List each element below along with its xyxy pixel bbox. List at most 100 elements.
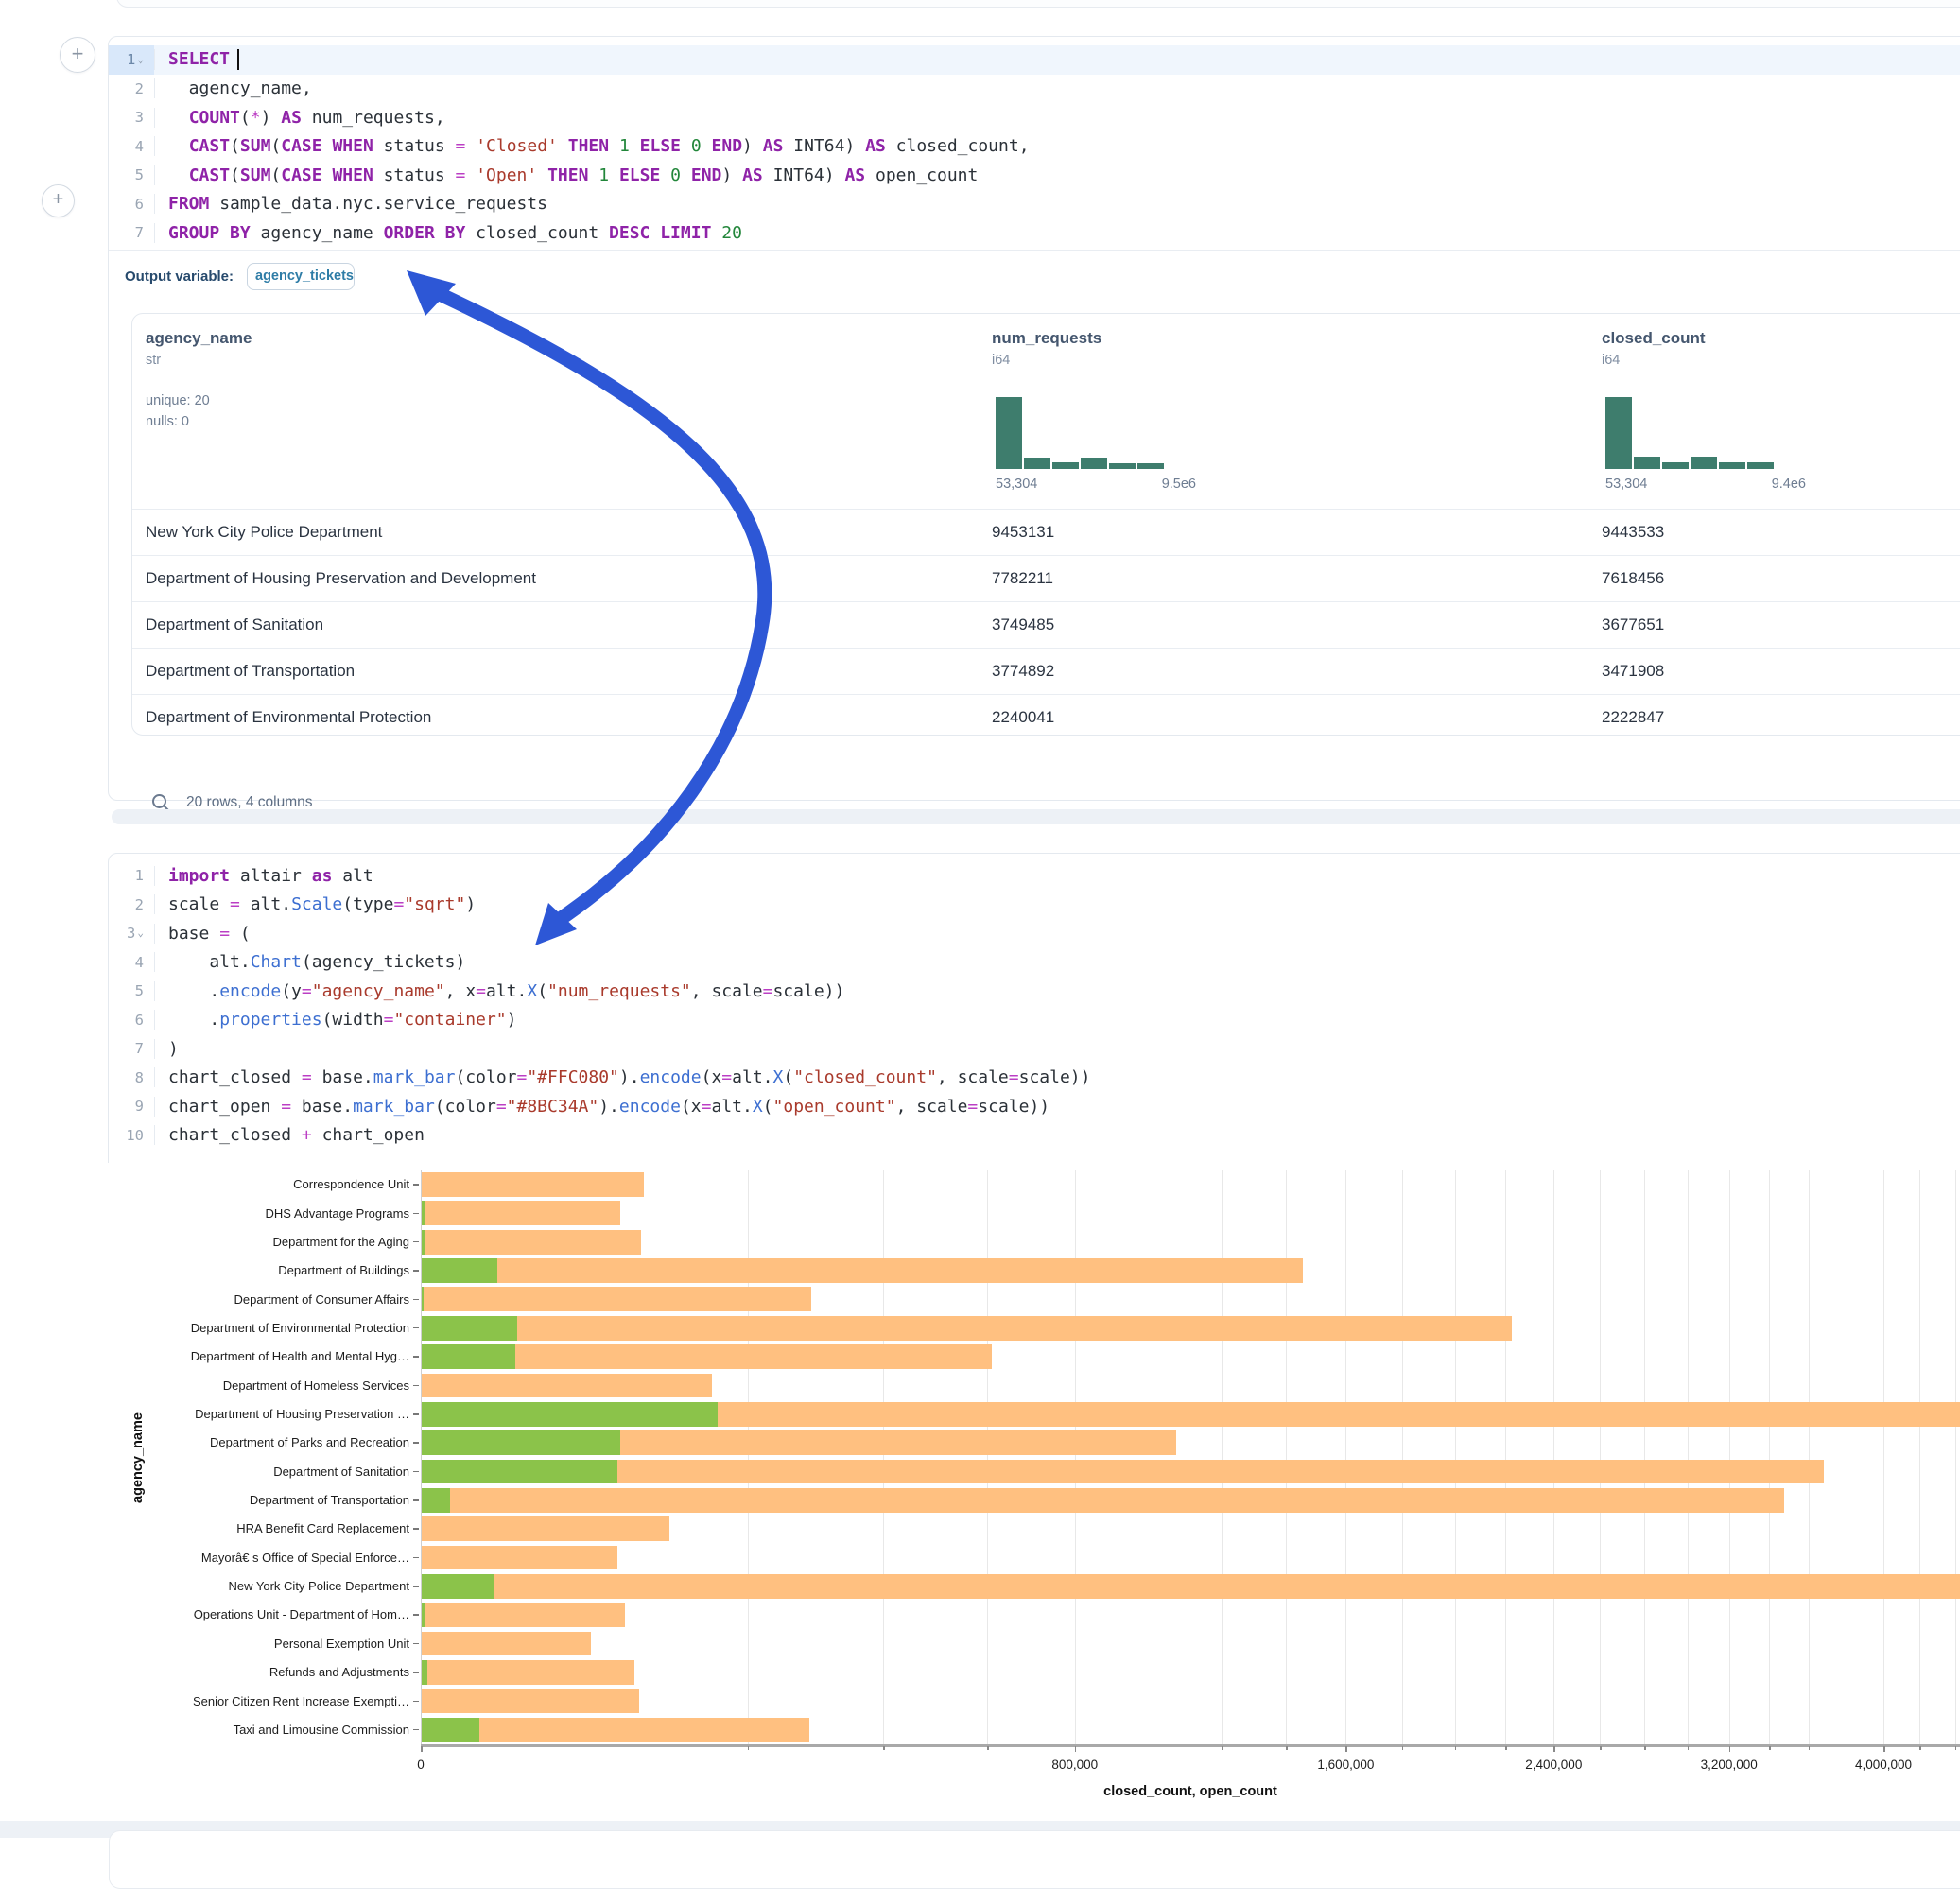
y-axis-label: Department of Homeless Services xyxy=(108,1378,409,1393)
line-number: 3⌄ xyxy=(109,919,154,948)
sql-code-editor[interactable]: 1⌄SELECT2 agency_name,3 COUNT(*) AS num_… xyxy=(109,45,1960,248)
column-stat-nulls: nulls: 0 xyxy=(146,411,807,432)
code-line-7: 7) xyxy=(109,1034,1960,1064)
line-number: 7 xyxy=(109,218,154,248)
bar-closed-count xyxy=(422,1230,641,1255)
table-row[interactable]: Department of Transportation377489234719… xyxy=(132,648,1960,694)
gridline xyxy=(1402,1170,1403,1744)
line-number: 2 xyxy=(109,891,154,920)
y-tick xyxy=(413,1471,419,1473)
output-variable-name: agency_tickets xyxy=(255,269,354,284)
x-axis-label: 1,600,000 xyxy=(1317,1758,1374,1772)
y-axis-label: Department of Buildings xyxy=(108,1263,409,1277)
gridline xyxy=(1919,1170,1920,1744)
x-axis-label: 3,200,000 xyxy=(1701,1758,1758,1772)
line-number: 8 xyxy=(109,1064,154,1093)
y-axis-label: DHS Advantage Programs xyxy=(108,1206,409,1221)
histogram-bar xyxy=(1691,457,1717,469)
histogram-labels: 53,304 9.4e6 xyxy=(1605,477,1806,492)
bar-closed-count xyxy=(422,1201,620,1225)
histogram-bar xyxy=(1137,463,1164,469)
table-row[interactable]: Department of Environmental Protection 22… xyxy=(132,694,1960,736)
histogram-bar xyxy=(1662,462,1689,469)
code-line-3: 3⌄base = ( xyxy=(109,919,1960,948)
y-axis-label: Taxi and Limousine Commission xyxy=(108,1723,409,1737)
y-axis-label: Department of Transportation xyxy=(108,1493,409,1507)
bar-open-count xyxy=(422,1344,515,1369)
python-code-editor[interactable]: 1import altair as alt2scale = alt.Scale(… xyxy=(109,861,1960,1150)
y-axis-label: Department of Housing Preservation … xyxy=(108,1407,409,1421)
add-cell-button-middle[interactable]: + xyxy=(42,184,75,217)
y-axis-label: Department of Consumer Affairs xyxy=(108,1292,409,1307)
histogram-bar xyxy=(996,397,1022,469)
dataframe-preview[interactable]: agency_name str unique: 20 nulls: 0 num_… xyxy=(131,313,1960,736)
y-axis-label: New York City Police Department xyxy=(108,1579,409,1593)
histogram-closed-count xyxy=(1605,397,1774,469)
bar-open-count xyxy=(422,1258,497,1283)
chevron-down-icon[interactable]: ⌄ xyxy=(137,927,144,939)
cell-agency-name: Department of Environmental Protection xyxy=(146,708,431,727)
column-header-closed-count: closed_count i64 xyxy=(1602,314,1904,368)
add-cell-button-top[interactable]: + xyxy=(60,37,95,73)
line-number: 4 xyxy=(109,948,154,978)
bar-open-count xyxy=(422,1430,620,1455)
gridline xyxy=(1286,1170,1287,1744)
x-axis-title: closed_count, open_count xyxy=(1103,1784,1277,1799)
bar-closed-count xyxy=(422,1718,809,1742)
gridline xyxy=(1075,1170,1076,1744)
cell-agency-name: Department of Sanitation xyxy=(146,615,323,634)
bar-open-count xyxy=(422,1201,425,1225)
y-tick xyxy=(413,1413,419,1415)
x-minor-tick xyxy=(748,1746,750,1750)
line-number: 5 xyxy=(109,161,154,190)
line-number: 1⌄ xyxy=(109,45,154,75)
output-variable-pill[interactable]: agency_tickets xyxy=(247,263,355,290)
histogram-bar xyxy=(1719,462,1745,469)
output-variable-label: Output variable: xyxy=(125,269,234,285)
hist-min: 53,304 xyxy=(996,477,1037,492)
column-name: agency_name xyxy=(146,329,807,348)
y-tick xyxy=(413,1299,419,1301)
bar-closed-count xyxy=(422,1689,639,1713)
bar-closed-count xyxy=(422,1316,1512,1341)
cell-agency-name: Department of Housing Preservation and D… xyxy=(146,569,536,588)
y-axis-label: Department for the Aging xyxy=(108,1235,409,1249)
y-tick xyxy=(413,1270,419,1272)
y-tick xyxy=(413,1528,419,1530)
column-header-num-requests: num_requests i64 xyxy=(992,314,1294,368)
x-minor-tick xyxy=(1688,1746,1690,1750)
bar-open-count xyxy=(422,1488,450,1513)
divider xyxy=(109,250,1960,251)
table-row[interactable]: New York City Police Department945313194… xyxy=(132,509,1960,555)
cell-agency-name: Department of Transportation xyxy=(146,662,355,681)
y-tick xyxy=(413,1672,419,1673)
y-tick xyxy=(413,1557,419,1559)
code-line-2: 2 agency_name, xyxy=(109,75,1960,104)
gridline xyxy=(1553,1170,1554,1744)
gridline xyxy=(1222,1170,1223,1744)
y-tick xyxy=(413,1586,419,1587)
bar-open-count xyxy=(422,1460,617,1484)
line-number: 7 xyxy=(109,1034,154,1064)
histogram-bar xyxy=(1024,458,1050,469)
bar-closed-count xyxy=(422,1516,669,1541)
line-number: 1 xyxy=(109,861,154,891)
x-minor-tick xyxy=(987,1746,989,1750)
table-row[interactable]: Department of Sanitation37494853677651 xyxy=(132,601,1960,648)
line-number: 6 xyxy=(109,190,154,219)
cell-num-requests: 2240041 xyxy=(992,708,1054,727)
code-line-5: 5 .encode(y="agency_name", x=alt.X("num_… xyxy=(109,977,1960,1006)
chevron-down-icon[interactable]: ⌄ xyxy=(137,53,144,65)
gridline xyxy=(1345,1170,1346,1744)
y-axis-label: Correspondence Unit xyxy=(108,1177,409,1191)
y-axis-label: Department of Health and Mental Hyg… xyxy=(108,1349,409,1363)
hist-max: 9.5e6 xyxy=(1162,477,1196,492)
line-number: 3 xyxy=(109,103,154,132)
cell-closed-count: 3471908 xyxy=(1602,662,1664,681)
gridline xyxy=(883,1170,884,1744)
table-row[interactable]: Department of Housing Preservation and D… xyxy=(132,555,1960,601)
line-number: 6 xyxy=(109,1006,154,1035)
x-minor-tick xyxy=(1455,1746,1457,1750)
y-axis-line xyxy=(421,1170,422,1744)
cell-closed-count: 7618456 xyxy=(1602,569,1664,588)
